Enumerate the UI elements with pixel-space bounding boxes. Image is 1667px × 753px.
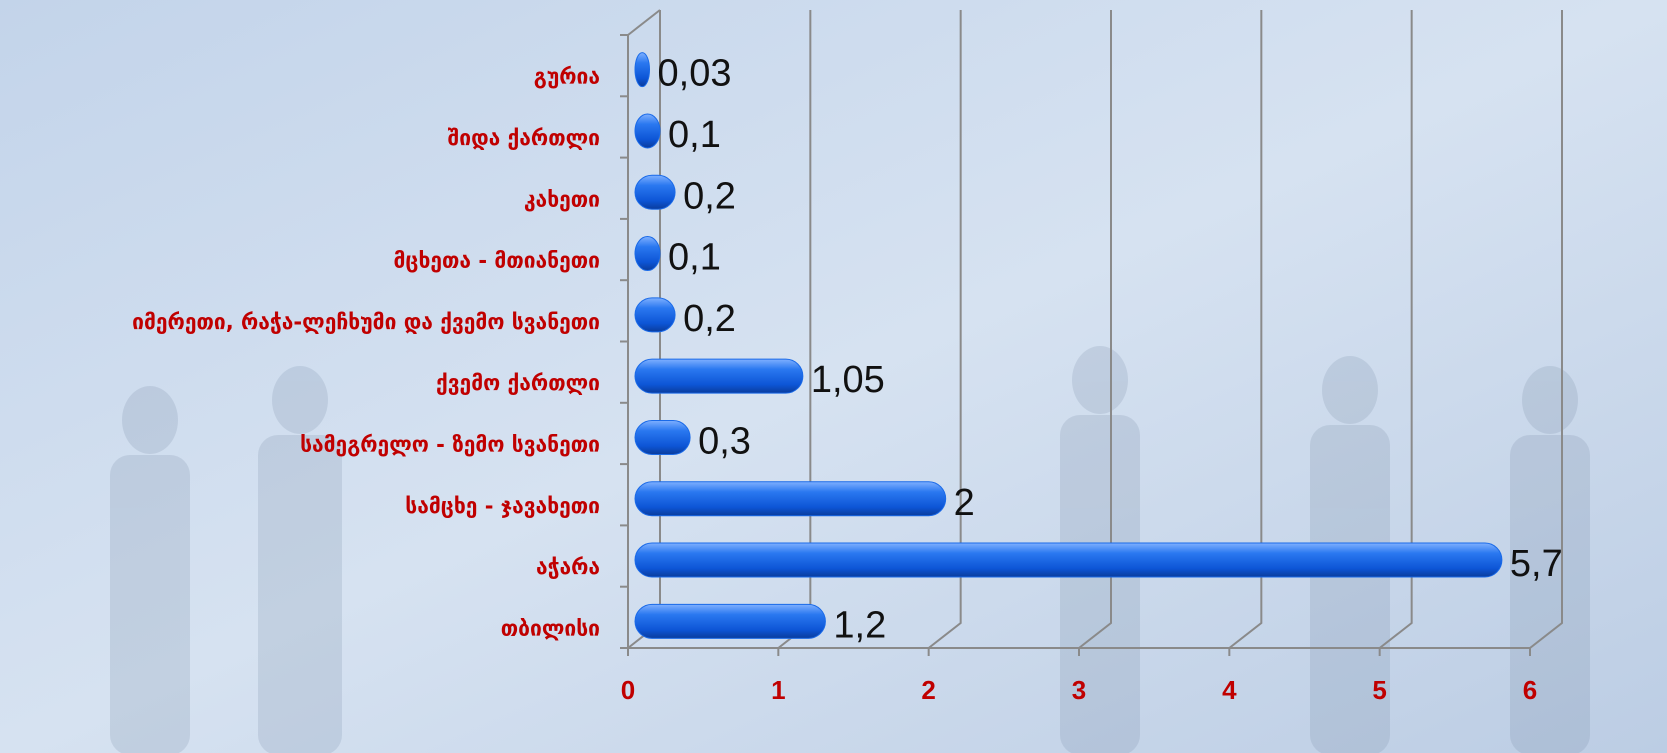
axis-frame bbox=[627, 9, 1530, 649]
grid-line bbox=[1379, 10, 1413, 649]
value-label: 2 bbox=[954, 482, 975, 524]
value-label: 5,7 bbox=[1510, 543, 1563, 585]
bar bbox=[634, 236, 661, 272]
value-label: 0,2 bbox=[683, 175, 736, 217]
value-label: 0,3 bbox=[698, 420, 751, 462]
grid-line bbox=[1529, 10, 1563, 649]
bar bbox=[634, 52, 651, 88]
x-tick-label: 6 bbox=[1523, 675, 1537, 705]
bar bbox=[634, 419, 691, 455]
category-label: სამეგრელო - ზემო სვანეთი bbox=[300, 432, 600, 456]
value-label: 0,2 bbox=[683, 298, 736, 340]
grid-line bbox=[928, 10, 962, 649]
value-label: 0,1 bbox=[668, 114, 721, 156]
x-tick-label: 1 bbox=[771, 675, 785, 705]
grid-line bbox=[1078, 10, 1112, 649]
category-label: გურია bbox=[534, 65, 600, 89]
value-label: 0,03 bbox=[658, 53, 732, 95]
bar bbox=[634, 297, 676, 333]
category-label: შიდა ქართლი bbox=[448, 126, 600, 150]
value-label: 1,2 bbox=[833, 604, 886, 646]
category-label: თბილისი bbox=[501, 616, 600, 640]
bar bbox=[634, 481, 947, 517]
x-tick-label: 0 bbox=[621, 675, 635, 705]
bar bbox=[634, 542, 1503, 578]
background-silhouettes bbox=[110, 346, 1590, 753]
value-label: 1,05 bbox=[811, 359, 885, 401]
bar bbox=[634, 358, 804, 394]
category-label: კახეთი bbox=[524, 187, 600, 211]
category-label: მცხეთა - მთიანეთი bbox=[393, 249, 600, 273]
bar bbox=[634, 603, 826, 639]
bar bbox=[634, 174, 676, 210]
grid-line bbox=[1228, 10, 1263, 649]
x-tick-label: 4 bbox=[1222, 675, 1237, 705]
x-tick-label: 5 bbox=[1372, 675, 1386, 705]
value-label: 0,1 bbox=[668, 237, 721, 279]
bars: გურია 0,03 შიდა ქართლი 0,1 კახეთი 0,2 მცხეთა -… bbox=[132, 52, 1563, 646]
bar bbox=[634, 113, 661, 149]
category-label: ქვემო ქართლი bbox=[436, 371, 600, 395]
axis-edge bbox=[627, 9, 661, 36]
category-label: აჭარა bbox=[536, 555, 600, 579]
x-tick-label: 2 bbox=[921, 675, 935, 705]
category-label: იმერეთი, რაჭა-ლეჩხუმი და ქვემო სვანეთი bbox=[132, 310, 600, 334]
x-tick-label: 3 bbox=[1072, 675, 1086, 705]
category-label: სამცხე - ჯავახეთი bbox=[405, 494, 600, 518]
